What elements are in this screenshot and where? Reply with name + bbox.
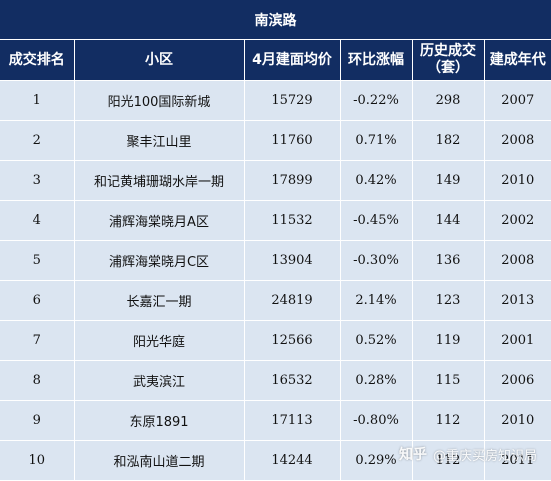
cell-mom-change: -0.30% <box>339 240 412 281</box>
column-header-row: 成交排名 小区 4月建面均价 环比涨幅 历史成交 （套） 建成年代 <box>0 39 551 81</box>
header-rank: 成交排名 <box>0 39 74 81</box>
header-build-year: 建成年代 <box>483 39 551 81</box>
watermark-author: @重庆买房知识局 <box>432 448 537 464</box>
cell-rank: 1 <box>0 80 74 121</box>
cell-rank: 7 <box>0 320 74 361</box>
cell-community: 阳光华庭 <box>73 320 244 361</box>
cell-mom-change: 0.28% <box>339 360 412 401</box>
cell-community: 武夷滨江 <box>73 360 244 401</box>
cell-mom-change: 0.52% <box>339 320 412 361</box>
cell-mom-change: 0.71% <box>339 120 412 161</box>
cell-mom-change: -0.80% <box>339 400 412 441</box>
cell-build-year: 2001 <box>483 320 551 361</box>
cell-build-year: 2002 <box>483 200 551 241</box>
cell-build-year: 2008 <box>483 240 551 281</box>
cell-build-year: 2010 <box>483 400 551 441</box>
cell-build-year: 2008 <box>483 120 551 161</box>
cell-build-year: 2010 <box>483 160 551 201</box>
table-row: 9 东原1891 17113 -0.80% 112 2010 <box>0 400 551 441</box>
cell-historical-deals: 144 <box>411 200 484 241</box>
cell-rank: 10 <box>0 440 74 481</box>
cell-rank: 4 <box>0 200 74 241</box>
table-row: 6 长嘉汇一期 24819 2.14% 123 2013 <box>0 280 551 321</box>
cell-historical-deals: 123 <box>411 280 484 321</box>
header-mom-change: 环比涨幅 <box>339 39 412 81</box>
cell-historical-deals: 136 <box>411 240 484 281</box>
cell-mom-change: 0.29% <box>339 440 412 481</box>
table-row: 10 和泓南山道二期 14244 0.29% 112 2011 <box>0 440 551 481</box>
cell-build-year: 2013 <box>483 280 551 321</box>
cell-historical-deals: 182 <box>411 120 484 161</box>
cell-avg-price: 17113 <box>243 400 340 441</box>
cell-avg-price: 11760 <box>243 120 340 161</box>
header-avg-price: 4月建面均价 <box>243 39 340 81</box>
header-community: 小区 <box>73 39 244 81</box>
cell-avg-price: 16532 <box>243 360 340 401</box>
table-title: 南滨路 <box>0 0 551 40</box>
cell-rank: 5 <box>0 240 74 281</box>
cell-avg-price: 17899 <box>243 160 340 201</box>
cell-avg-price: 12566 <box>243 320 340 361</box>
cell-community: 浦辉海棠晓月C区 <box>73 240 244 281</box>
watermark-site: 知乎 <box>398 447 427 463</box>
table-row: 5 浦辉海棠晓月C区 13904 -0.30% 136 2008 <box>0 240 551 281</box>
cell-rank: 9 <box>0 400 74 441</box>
watermark: 知乎 @重庆买房知识局 <box>399 444 537 464</box>
cell-community: 和泓南山道二期 <box>73 440 244 481</box>
header-historical-deals-label: 历史成交 （套） <box>420 43 476 76</box>
table-row: 8 武夷滨江 16532 0.28% 115 2006 <box>0 360 551 401</box>
cell-build-year: 2006 <box>483 360 551 401</box>
table-row: 7 阳光华庭 12566 0.52% 119 2001 <box>0 320 551 361</box>
cell-build-year: 2011 <box>483 440 551 481</box>
cell-build-year: 2007 <box>483 80 551 121</box>
table-row: 4 浦辉海棠晓月A区 11532 -0.45% 144 2002 <box>0 200 551 241</box>
table-row: 1 阳光100国际新城 15729 -0.22% 298 2007 <box>0 80 551 121</box>
table-body: 1 阳光100国际新城 15729 -0.22% 298 2007 2 聚丰江山里 11760 0… <box>0 80 551 481</box>
cell-mom-change: -0.22% <box>339 80 412 121</box>
cell-avg-price: 11532 <box>243 200 340 241</box>
cell-historical-deals: 112 <box>411 400 484 441</box>
cell-avg-price: 24819 <box>243 280 340 321</box>
cell-mom-change: 2.14% <box>339 280 412 321</box>
header-historical-deals: 历史成交 （套） <box>411 39 484 81</box>
cell-community: 长嘉汇一期 <box>73 280 244 321</box>
cell-historical-deals: 149 <box>411 160 484 201</box>
cell-historical-deals: 298 <box>411 80 484 121</box>
cell-community: 和记黄埔珊瑚水岸一期 <box>73 160 244 201</box>
table-title-row: 南滨路 <box>0 0 551 40</box>
cell-mom-change: 0.42% <box>339 160 412 201</box>
cell-community: 阳光100国际新城 <box>73 80 244 121</box>
cell-historical-deals: 115 <box>411 360 484 401</box>
cell-rank: 2 <box>0 120 74 161</box>
table-row: 3 和记黄埔珊瑚水岸一期 17899 0.42% 149 2010 <box>0 160 551 201</box>
cell-rank: 8 <box>0 360 74 401</box>
cell-rank: 3 <box>0 160 74 201</box>
cell-community: 聚丰江山里 <box>73 120 244 161</box>
cell-community: 东原1891 <box>73 400 244 441</box>
cell-mom-change: -0.45% <box>339 200 412 241</box>
cell-community: 浦辉海棠晓月A区 <box>73 200 244 241</box>
table-row: 2 聚丰江山里 11760 0.71% 182 2008 <box>0 120 551 161</box>
cell-avg-price: 15729 <box>243 80 340 121</box>
cell-avg-price: 14244 <box>243 440 340 481</box>
cell-historical-deals: 119 <box>411 320 484 361</box>
cell-avg-price: 13904 <box>243 240 340 281</box>
cell-rank: 6 <box>0 280 74 321</box>
